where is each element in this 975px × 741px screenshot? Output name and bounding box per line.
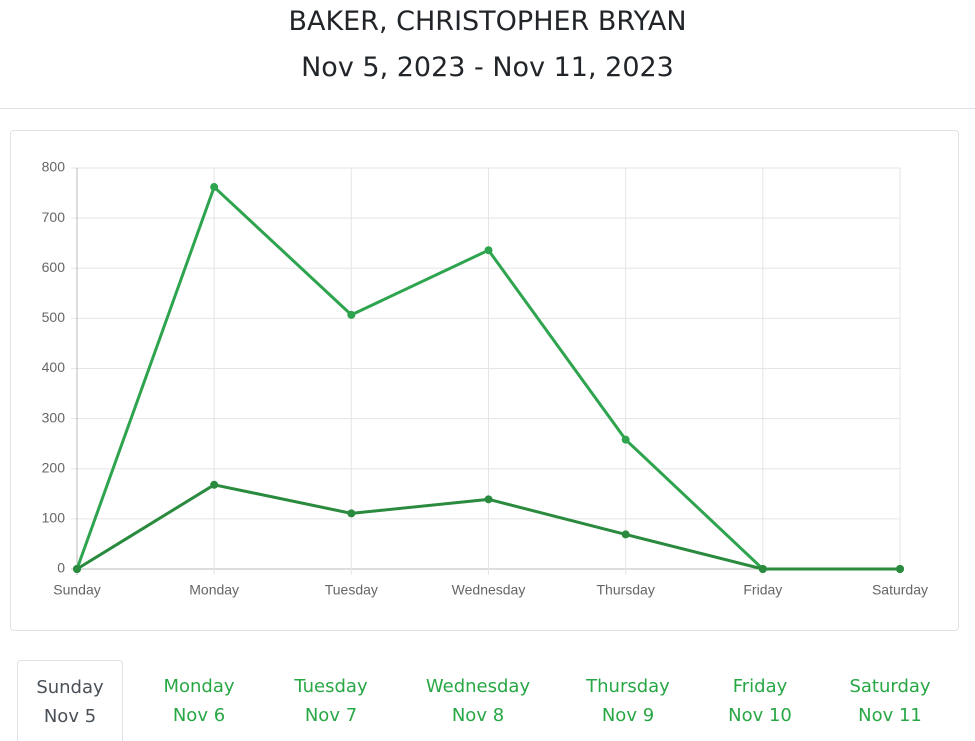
point (210, 480, 219, 489)
y-tick-label: 300 (42, 409, 66, 425)
tab-day: Thursday (586, 676, 670, 697)
y-tick-label: 100 (42, 510, 66, 526)
tab-day: Monday (163, 676, 235, 697)
tab-date: Nov 5 (43, 706, 97, 727)
tab-day: Tuesday (294, 676, 368, 697)
tab-day: Friday (732, 676, 788, 697)
chart: 0 100 200 300 400 500 600 700 800 Sunday Monday Tue… (42, 159, 928, 598)
point (621, 530, 630, 539)
x-tick-label: Sunday (53, 582, 100, 598)
y-tick-label: 0 (57, 560, 65, 576)
point (347, 310, 356, 319)
day-tab[interactable]: Wednesday Nov 8 (413, 660, 543, 741)
tab-date: Nov 10 (728, 705, 792, 726)
x-tick-label: Wednesday (452, 582, 526, 598)
tab-day: Sunday (36, 677, 104, 698)
point (347, 509, 356, 518)
chart-card: 0 100 200 300 400 500 600 700 800 Sunday Monday Tue… (10, 130, 959, 631)
tab-day: Saturday (849, 676, 931, 697)
point (484, 495, 493, 504)
day-tab[interactable]: Sunday Nov 5 (17, 660, 123, 741)
day-tab[interactable]: Tuesday Nov 7 (276, 660, 386, 741)
point (621, 435, 630, 444)
x-tick-label: Friday (743, 582, 782, 598)
tab-day: Wednesday (425, 676, 531, 697)
tab-date: Nov 7 (304, 705, 358, 726)
point (896, 565, 904, 573)
day-tab[interactable]: Saturday Nov 11 (835, 660, 945, 741)
tab-date: Nov 11 (858, 705, 922, 726)
x-tick-label: Tuesday (325, 582, 378, 598)
y-tick-label: 600 (42, 259, 66, 275)
x-tick-label: Thursday (596, 582, 654, 598)
point (484, 246, 493, 255)
tab-date: Nov 9 (601, 705, 655, 726)
tab-date: Nov 8 (451, 705, 505, 726)
day-tab[interactable]: Thursday Nov 9 (568, 660, 688, 741)
y-tick-label: 800 (42, 159, 66, 175)
subtitle: Nov 5, 2023 - Nov 11, 2023 (301, 52, 674, 83)
point (210, 183, 219, 192)
y-tick-label: 200 (42, 459, 66, 475)
y-tick-label: 400 (42, 359, 66, 375)
day-tab[interactable]: Friday Nov 10 (705, 660, 815, 741)
tab-date: Nov 6 (172, 705, 226, 726)
header: BAKER, CHRISTOPHER BRYAN Nov 5, 2023 - N… (0, 0, 975, 109)
y-tick-label: 500 (42, 309, 66, 325)
y-tick-label: 700 (42, 209, 66, 225)
day-tabs: Sunday Nov 5 Monday Nov 6 Tuesday Nov 7 Wednes… (0, 660, 975, 741)
title: BAKER, CHRISTOPHER BRYAN (288, 6, 687, 37)
x-tick-label: Saturday (872, 582, 928, 598)
point (73, 565, 81, 573)
x-tick-label: Monday (189, 582, 239, 598)
point (758, 565, 767, 573)
day-tab[interactable]: Monday Nov 6 (144, 660, 254, 741)
